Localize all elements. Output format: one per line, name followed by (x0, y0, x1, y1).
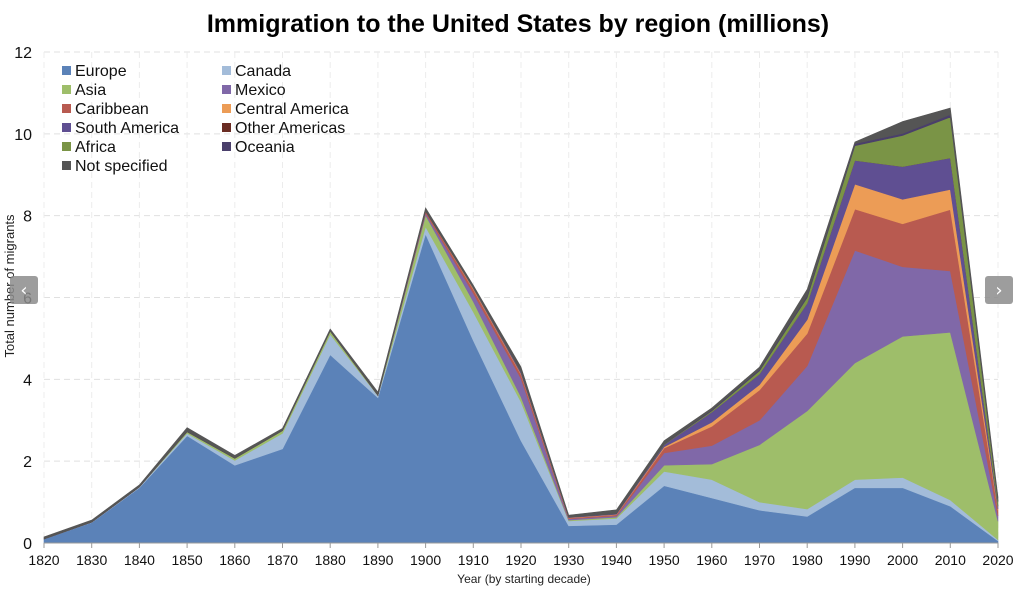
legend-label: Not specified (75, 158, 168, 175)
chevron-left-icon: ‹ (20, 279, 28, 301)
chart-title: Immigration to the United States by regi… (207, 10, 829, 38)
x-tick-label: 1820 (28, 552, 59, 568)
x-tick-label: 2010 (935, 552, 966, 568)
legend-swatch (62, 85, 71, 94)
x-tick-label: 2020 (982, 552, 1013, 568)
x-tick-label: 1930 (553, 552, 584, 568)
x-tick-label: 1970 (744, 552, 775, 568)
legend-label: Canada (235, 63, 291, 80)
legend-swatch (222, 66, 231, 75)
x-tick-label: 1840 (124, 552, 155, 568)
legend-item-not-specified: Not specified (62, 158, 168, 175)
x-tick-label: 1960 (696, 552, 727, 568)
y-tick-label: 10 (14, 127, 32, 144)
legend-item-central-america: Central America (222, 101, 349, 118)
x-tick-label: 1900 (410, 552, 441, 568)
x-tick-label: 1910 (458, 552, 489, 568)
legend-item-south-america: South America (62, 120, 179, 137)
legend: Europe Canada Asia Mexico Caribbean Central A… (62, 63, 349, 175)
legend-label: Europe (75, 63, 127, 80)
legend-swatch (222, 104, 231, 113)
legend-swatch (62, 66, 71, 75)
y-tick-label: 4 (23, 372, 32, 389)
legend-label: Asia (75, 82, 106, 99)
legend-label: Other Americas (235, 120, 345, 137)
y-tick-label: 2 (23, 454, 32, 471)
y-tick-label: 8 (23, 209, 32, 226)
legend-swatch (222, 123, 231, 132)
x-tick-label: 1940 (601, 552, 632, 568)
legend-item-europe: Europe (62, 63, 127, 80)
legend-item-other-americas: Other Americas (222, 120, 345, 137)
legend-swatch (62, 104, 71, 113)
x-tick-label: 1920 (505, 552, 536, 568)
y-axis-label: Total number of migrants (2, 214, 17, 358)
x-tick-label: 1860 (219, 552, 250, 568)
x-tick-label: 1950 (649, 552, 680, 568)
legend-swatch (62, 161, 71, 170)
legend-swatch (62, 142, 71, 151)
legend-label: Oceania (235, 139, 295, 156)
axes: 0246810121820183018401850186018701880189… (14, 45, 1014, 568)
legend-label: South America (75, 120, 179, 137)
x-tick-label: 1990 (839, 552, 870, 568)
legend-swatch (222, 85, 231, 94)
x-tick-label: 1980 (792, 552, 823, 568)
y-tick-label: 12 (14, 45, 32, 62)
prev-button[interactable]: ‹ (10, 276, 38, 304)
x-axis-label: Year (by starting decade) (457, 572, 591, 586)
stacked-areas (43, 107, 999, 544)
y-tick-label: 0 (23, 536, 32, 553)
legend-label: Mexico (235, 82, 286, 99)
legend-item-asia: Asia (62, 82, 106, 99)
legend-item-caribbean: Caribbean (62, 101, 149, 118)
x-tick-label: 1850 (172, 552, 203, 568)
area-not-specified (43, 107, 999, 540)
x-tick-label: 1880 (315, 552, 346, 568)
legend-label: Central America (235, 101, 349, 118)
legend-item-oceania: Oceania (222, 139, 295, 156)
x-tick-label: 1870 (267, 552, 298, 568)
legend-swatch (62, 123, 71, 132)
x-tick-label: 1830 (76, 552, 107, 568)
legend-label: Africa (75, 139, 116, 156)
legend-item-africa: Africa (62, 139, 116, 156)
chevron-right-icon: › (995, 279, 1003, 301)
legend-item-mexico: Mexico (222, 82, 286, 99)
legend-swatch (222, 142, 231, 151)
x-tick-label: 1890 (362, 552, 393, 568)
next-button[interactable]: › (985, 276, 1013, 304)
legend-label: Caribbean (75, 101, 149, 118)
legend-item-canada: Canada (222, 63, 291, 80)
x-tick-label: 2000 (887, 552, 918, 568)
